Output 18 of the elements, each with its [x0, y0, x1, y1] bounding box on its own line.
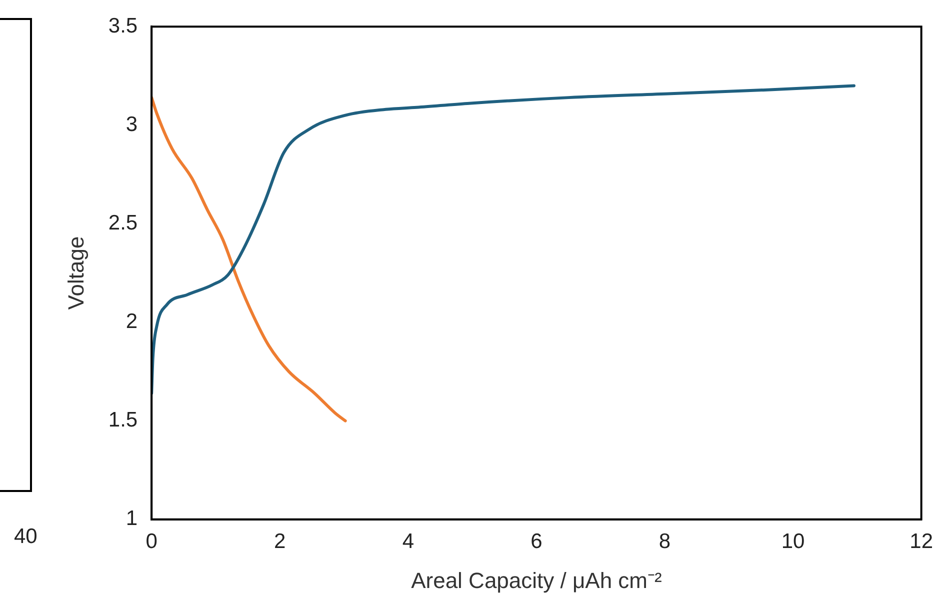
x-tick-label: 12 [910, 530, 933, 553]
line-series [152, 84, 856, 395]
line-series [152, 96, 347, 422]
x-tick-label: 6 [530, 530, 542, 553]
x-axis-title: Areal Capacity / μAh cm⁻² [411, 568, 662, 593]
text: 40 [14, 525, 38, 549]
y-tick-label: 2 [126, 310, 138, 334]
x-tick-label: 4 [402, 530, 414, 553]
x-tick-label: 2 [274, 530, 286, 553]
x-tick-label: 10 [781, 530, 805, 553]
y-tick-label: 2.5 [108, 212, 138, 235]
y-axis-title: Voltage [63, 236, 88, 310]
y-tick-label: 3 [126, 112, 138, 136]
x-tick-label: 8 [658, 530, 671, 553]
y-tick-label: 1 [126, 507, 138, 530]
x-tick-label: 0 [146, 530, 158, 553]
y-tick-label: 1.5 [108, 408, 138, 432]
y-tick-label: 3.5 [108, 14, 138, 38]
